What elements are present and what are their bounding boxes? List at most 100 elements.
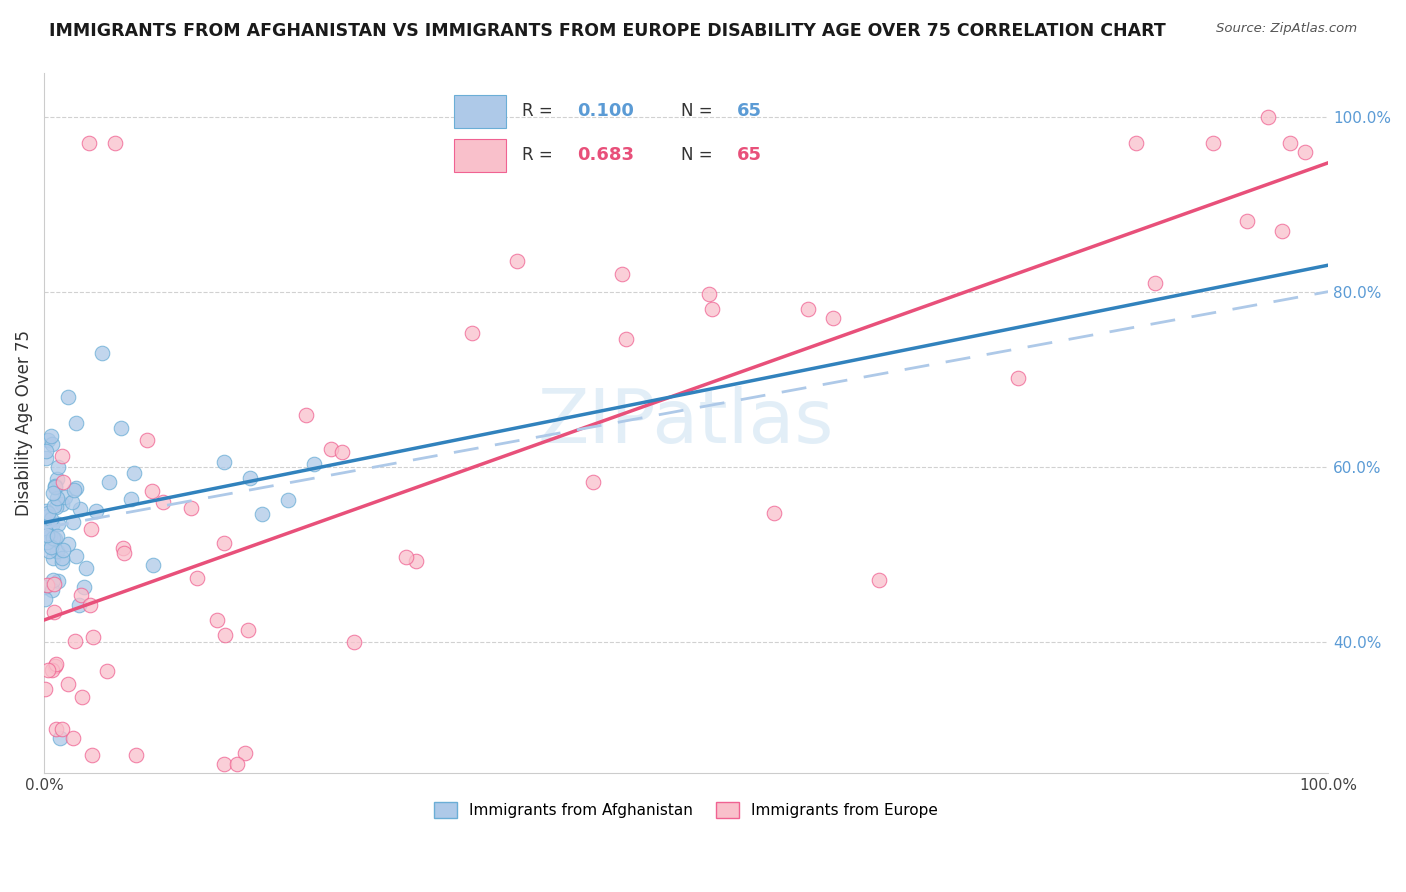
- Point: [44, 480, 66, 494]
- Point: [56, 537, 79, 551]
- Point: [82, 748, 104, 763]
- Point: [112, 546, 135, 560]
- Point: [46, 472, 69, 486]
- Point: [44, 478, 66, 492]
- Point: [51, 550, 73, 565]
- Point: [697, 287, 720, 301]
- Point: [44, 532, 66, 546]
- Point: [277, 492, 299, 507]
- Point: [51, 555, 73, 569]
- Point: [1294, 145, 1316, 159]
- Point: [225, 756, 247, 771]
- Point: [51, 723, 73, 737]
- Point: [77, 136, 100, 150]
- Point: [41, 518, 63, 533]
- Point: [233, 746, 256, 760]
- Point: [460, 326, 482, 341]
- Point: [75, 561, 97, 575]
- Point: [48, 731, 70, 745]
- Point: [186, 571, 208, 585]
- Point: [1270, 224, 1292, 238]
- Point: [330, 445, 353, 459]
- Point: [45, 657, 67, 671]
- Point: [35, 535, 58, 549]
- Point: [42, 531, 65, 545]
- Point: [41, 512, 63, 526]
- Point: [69, 502, 91, 516]
- Point: [797, 302, 820, 317]
- Point: [56, 677, 79, 691]
- Point: [42, 577, 65, 591]
- Point: [46, 529, 69, 543]
- Point: [506, 254, 529, 268]
- Point: [1278, 136, 1301, 150]
- Point: [56, 390, 79, 404]
- Point: [44, 499, 66, 513]
- Point: [73, 580, 96, 594]
- Point: [152, 495, 174, 509]
- Point: [207, 613, 229, 627]
- Point: [51, 497, 73, 511]
- Point: [1007, 370, 1029, 384]
- Point: [136, 433, 159, 447]
- Point: [395, 549, 418, 564]
- Point: [214, 628, 236, 642]
- Point: [34, 592, 56, 607]
- Point: [1201, 136, 1223, 150]
- Point: [37, 528, 59, 542]
- Point: [63, 483, 86, 497]
- Text: Source: ZipAtlas.com: Source: ZipAtlas.com: [1216, 22, 1357, 36]
- Point: [96, 664, 118, 678]
- Point: [581, 475, 603, 490]
- Point: [98, 475, 121, 489]
- Point: [42, 485, 65, 500]
- Point: [821, 311, 844, 326]
- Point: [125, 748, 148, 763]
- Point: [120, 491, 142, 506]
- Point: [238, 471, 260, 485]
- Point: [72, 690, 94, 704]
- Legend: Immigrants from Afghanistan, Immigrants from Europe: Immigrants from Afghanistan, Immigrants …: [427, 797, 945, 824]
- Point: [343, 634, 366, 648]
- Point: [405, 554, 427, 568]
- Point: [37, 508, 59, 523]
- Point: [35, 503, 58, 517]
- Point: [62, 731, 84, 746]
- Point: [614, 332, 637, 346]
- Point: [79, 598, 101, 612]
- Point: [62, 515, 84, 529]
- Point: [295, 408, 318, 422]
- Point: [53, 490, 76, 504]
- Point: [700, 302, 723, 317]
- Point: [112, 541, 135, 556]
- Point: [46, 459, 69, 474]
- Point: [52, 475, 75, 489]
- Point: [52, 543, 75, 558]
- Point: [34, 681, 56, 696]
- Point: [44, 658, 66, 673]
- Point: [868, 574, 890, 588]
- Point: [1125, 136, 1147, 150]
- Point: [46, 516, 69, 531]
- Point: [41, 582, 63, 597]
- Point: [41, 573, 63, 587]
- Point: [65, 416, 87, 430]
- Point: [212, 454, 235, 468]
- Point: [46, 574, 69, 588]
- Point: [34, 523, 56, 537]
- Point: [302, 457, 325, 471]
- Point: [34, 580, 56, 594]
- Point: [34, 444, 56, 458]
- Point: [37, 434, 59, 448]
- Point: [319, 442, 342, 457]
- Point: [82, 630, 104, 644]
- Point: [41, 663, 63, 677]
- Point: [45, 491, 67, 505]
- Point: [45, 544, 67, 558]
- Point: [45, 723, 67, 737]
- Y-axis label: Disability Age Over 75: Disability Age Over 75: [15, 330, 32, 516]
- Point: [142, 558, 165, 572]
- Point: [37, 506, 59, 520]
- Point: [122, 466, 145, 480]
- Point: [84, 504, 107, 518]
